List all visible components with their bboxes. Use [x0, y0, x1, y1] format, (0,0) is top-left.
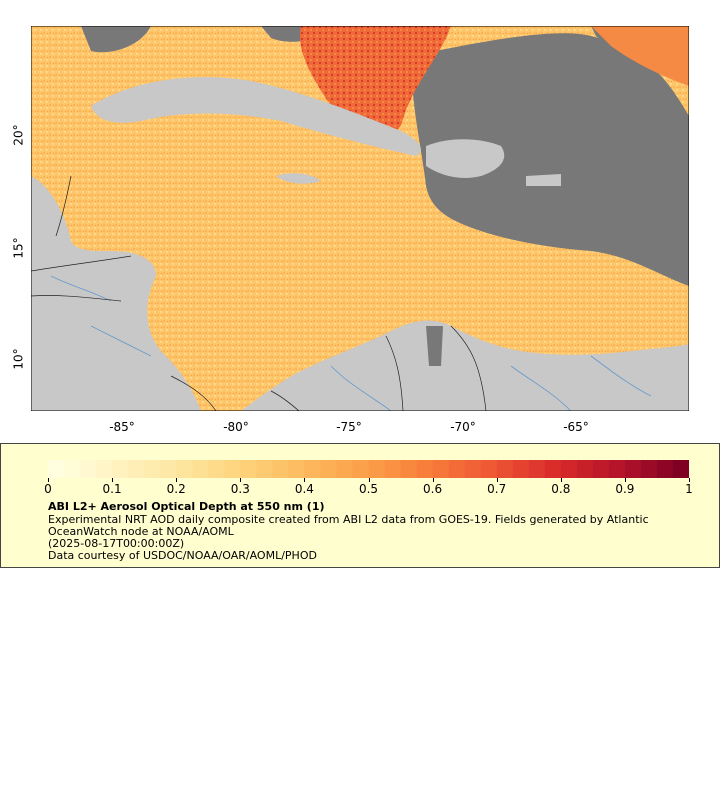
colorbar-tick [176, 478, 178, 482]
colorbar-segment [80, 460, 97, 478]
colorbar-tick-label: 0.1 [102, 482, 122, 496]
y-tick-label: 10° [11, 348, 26, 370]
x-tick-label: -80° [223, 420, 249, 434]
colorbar-segment [368, 460, 386, 478]
colorbar-tick-label: 0.2 [166, 482, 186, 496]
legend-description: Experimental NRT AOD daily composite cre… [48, 513, 649, 526]
legend-date: (2025-08-17T00:00:00Z) [48, 537, 185, 550]
colorbar-segment [96, 460, 113, 478]
legend-description-cont: OceanWatch node at NOAA/AOML [48, 525, 234, 538]
lake-maracaibo [426, 326, 443, 366]
colorbar-segment [640, 460, 658, 478]
colorbar-segment [240, 460, 257, 478]
colorbar-segment [592, 460, 610, 478]
colorbar-segment [64, 460, 81, 478]
colorbar-tick-label: 0.9 [615, 482, 635, 496]
colorbar-segment [384, 460, 402, 478]
colorbar-segment [48, 460, 65, 478]
no-data-region [411, 33, 689, 287]
colorbar-tick-label: 0.8 [551, 482, 571, 496]
colorbar-tick [560, 478, 562, 482]
colorbar-tick [240, 478, 242, 482]
colorbar-segment [416, 460, 434, 478]
colorbar-tick-label: 1 [685, 482, 693, 496]
no-data-region [81, 26, 151, 53]
colorbar-segment [528, 460, 546, 478]
colorbar-segment [176, 460, 193, 478]
colorbar-tick-label: 0.4 [294, 482, 314, 496]
colorbar-tick [624, 478, 626, 482]
colorbar-segment [288, 460, 305, 478]
colorbar-segment [608, 460, 626, 478]
colorbar-segment [512, 460, 530, 478]
colorbar-segment [208, 460, 225, 478]
legend-panel: 0 0.1 0.2 0.3 0.4 0.5 0.6 0.7 0.8 0.9 1 ABI L2+ Ae… [0, 443, 720, 568]
y-tick-label: 15° [11, 237, 26, 259]
colorbar-segment [624, 460, 642, 478]
colorbar-segment [496, 460, 514, 478]
land-south-america [241, 320, 689, 411]
river [50, 275, 652, 411]
colorbar-segment [272, 460, 289, 478]
colorbar-segment [144, 460, 161, 478]
colorbar-segment [432, 460, 450, 478]
colorbar-segment [448, 460, 466, 478]
colorbar-tick [368, 478, 370, 482]
x-tick-label: -75° [336, 420, 362, 434]
colorbar-tick [48, 478, 49, 482]
aod-map [31, 26, 689, 411]
colorbar-segment [128, 460, 145, 478]
colorbar-segment [576, 460, 594, 478]
colorbar-segment [400, 460, 418, 478]
land-puerto-rico [526, 174, 561, 186]
colorbar-segment [560, 460, 578, 478]
land-jamaica [276, 173, 321, 184]
land-hispaniola [426, 139, 505, 178]
colorbar-tick [112, 478, 114, 482]
colorbar-segment [352, 460, 369, 478]
colorbar-segment [336, 460, 353, 478]
colorbar-segment [112, 460, 129, 478]
legend-title: ABI L2+ Aerosol Optical Depth at 550 nm … [48, 500, 325, 513]
colorbar-tick [496, 478, 498, 482]
colorbar-segment [304, 460, 321, 478]
borders [31, 175, 487, 411]
colorbar-segment [656, 460, 674, 478]
colorbar-segment [320, 460, 337, 478]
x-tick-label: -65° [563, 420, 589, 434]
high-aod-plume [591, 26, 689, 86]
colorbar-tick [689, 478, 690, 482]
land-cuba [91, 77, 421, 156]
land-central-america [31, 176, 201, 411]
x-tick-label: -70° [450, 420, 476, 434]
colorbar-tick-label: 0.3 [230, 482, 250, 496]
legend-credit: Data courtesy of USDOC/NOAA/OAR/AOML/PHO… [48, 549, 317, 562]
colorbar-tick-label: 0.7 [487, 482, 507, 496]
colorbar-tick [432, 478, 434, 482]
colorbar-tick [304, 478, 306, 482]
colorbar-segment [464, 460, 482, 478]
colorbar-segment [544, 460, 562, 478]
colorbar-tick-label: 0.6 [423, 482, 443, 496]
x-tick-label: -85° [109, 420, 135, 434]
colorbar-segment [224, 460, 241, 478]
colorbar [48, 460, 689, 478]
colorbar-tick-label: 0.5 [358, 482, 379, 496]
colorbar-segment [480, 460, 498, 478]
colorbar-segment [160, 460, 177, 478]
colorbar-segment [672, 460, 689, 478]
colorbar-segment [256, 460, 273, 478]
map-frame [31, 26, 689, 411]
colorbar-segment [192, 460, 209, 478]
colorbar-tick-label: 0 [44, 482, 52, 496]
y-tick-label: 20° [11, 124, 26, 146]
